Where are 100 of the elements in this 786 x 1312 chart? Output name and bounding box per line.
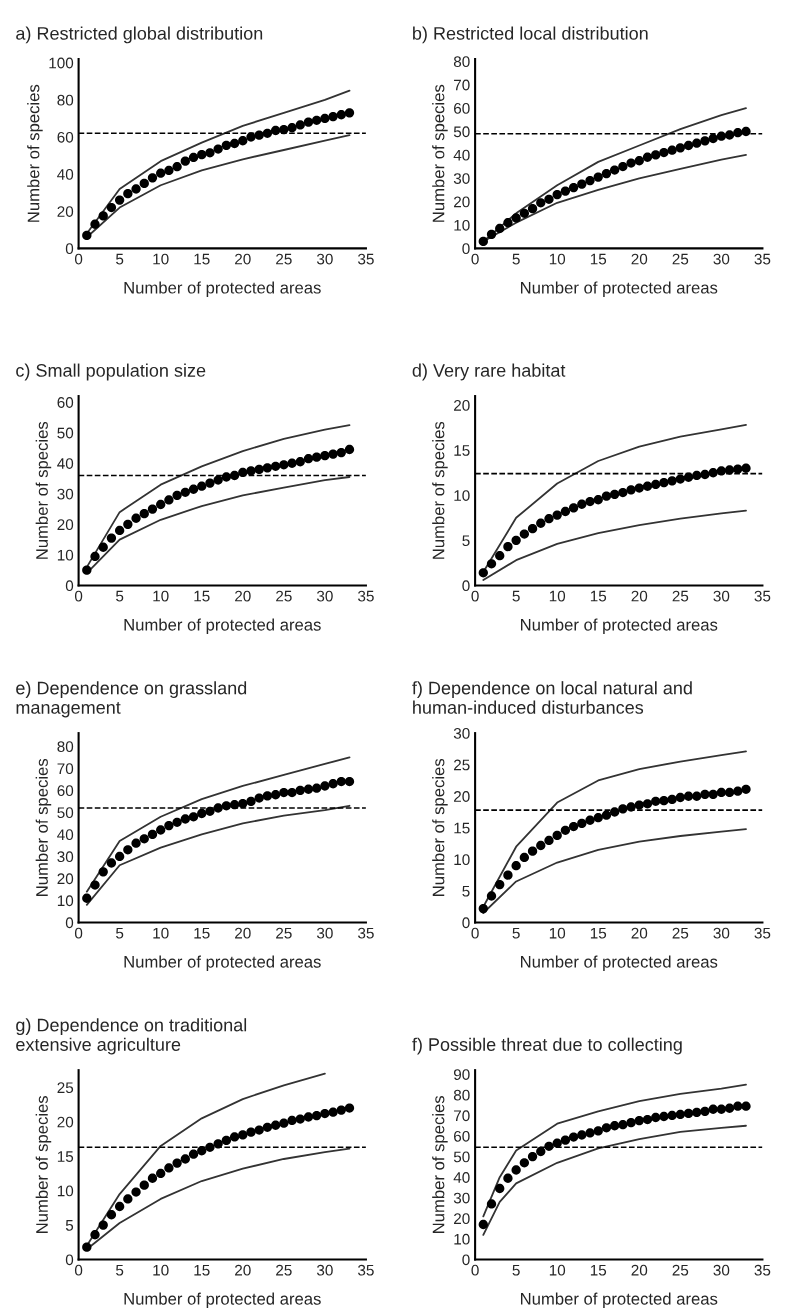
point: [262, 791, 273, 801]
point: [270, 461, 281, 471]
point: [511, 213, 521, 223]
point: [618, 161, 628, 172]
point: [724, 787, 735, 798]
y-tick-label: 30: [57, 851, 74, 863]
chart-title: f) Dependence on local natural and human-induced disturbances: [412, 681, 692, 714]
y-tick-label: 70: [454, 1110, 470, 1122]
x-tick-label: 10: [549, 253, 566, 265]
point: [478, 568, 488, 578]
y-tick-label: 10: [454, 854, 470, 866]
point: [262, 128, 273, 138]
point: [164, 1163, 174, 1173]
x-axis-title: Number of protected areas: [124, 955, 321, 971]
x-tick-label: 5: [116, 927, 124, 939]
y-tick-label: 40: [57, 829, 74, 841]
point: [642, 1114, 653, 1125]
y-tick-label: 30: [57, 488, 74, 500]
point: [544, 514, 554, 524]
y-tick-label: 20: [454, 1213, 470, 1225]
point: [197, 149, 207, 160]
point: [312, 783, 322, 793]
point: [601, 1123, 612, 1133]
point: [667, 476, 677, 486]
y-tick-label: 80: [453, 56, 470, 68]
point: [98, 211, 108, 221]
x-tick-label: 30: [713, 590, 730, 602]
point: [213, 803, 223, 813]
y-tick-label: 50: [453, 126, 470, 138]
point: [495, 879, 505, 890]
y-axis-title: Number of species: [432, 1095, 448, 1233]
point: [610, 489, 620, 500]
point: [634, 483, 644, 493]
point: [503, 870, 513, 880]
chart-title: f) Possible threat due to collecting: [412, 1037, 682, 1055]
point: [675, 792, 685, 803]
point: [90, 551, 100, 562]
x-tick-label: 15: [194, 1264, 210, 1276]
point: [519, 208, 530, 218]
y-tick-label: 20: [57, 206, 74, 217]
point: [642, 481, 653, 491]
y-tick-label: 40: [453, 149, 470, 161]
point: [213, 144, 223, 154]
chart-title: a) Restricted global distribution: [16, 26, 263, 44]
y-tick-label: 0: [65, 917, 74, 929]
point: [164, 495, 174, 505]
x-axis-title: Number of protected areas: [124, 281, 321, 297]
x-tick-label: 30: [316, 590, 333, 602]
point: [344, 1103, 355, 1113]
point: [692, 791, 702, 801]
point: [626, 485, 636, 495]
point: [336, 776, 346, 787]
point: [197, 1146, 207, 1156]
point: [733, 464, 743, 474]
x-tick-label: 15: [194, 927, 210, 939]
point: [114, 195, 125, 205]
y-tick-label: 10: [454, 219, 470, 231]
point: [486, 559, 497, 569]
point: [716, 131, 727, 141]
y-tick-label: 10: [57, 1185, 74, 1197]
point: [486, 1199, 497, 1209]
point: [328, 1107, 338, 1117]
point: [238, 467, 248, 478]
point: [716, 466, 727, 476]
point: [618, 1120, 628, 1130]
point: [675, 1109, 685, 1120]
point: [716, 787, 727, 798]
point: [552, 189, 562, 200]
point: [741, 1101, 751, 1111]
x-tick-label: 10: [549, 1264, 566, 1276]
point: [527, 203, 538, 214]
x-tick-label: 10: [549, 927, 566, 939]
point: [312, 115, 322, 125]
point: [683, 140, 694, 151]
point: [172, 162, 182, 172]
point: [667, 1110, 677, 1121]
x-tick-label: 15: [590, 927, 607, 939]
point: [320, 450, 330, 461]
y-tick-label: 60: [57, 397, 74, 408]
point: [741, 126, 751, 137]
point: [568, 182, 579, 193]
y-tick-label: 5: [462, 885, 470, 897]
point: [519, 529, 530, 539]
point: [213, 1139, 223, 1149]
point: [503, 218, 513, 228]
point: [577, 499, 587, 509]
x-axis-title: Number of protected areas: [521, 281, 718, 297]
x-tick-label: 20: [235, 927, 251, 939]
point: [618, 487, 628, 498]
point: [675, 143, 685, 153]
point: [254, 1125, 264, 1135]
point: [700, 789, 710, 800]
point: [511, 535, 521, 546]
x-tick-label: 0: [74, 1264, 83, 1276]
point: [593, 813, 603, 823]
y-tick-label: 10: [454, 1233, 470, 1245]
x-tick-label: 20: [235, 253, 251, 265]
point: [287, 1115, 297, 1126]
point: [312, 1110, 322, 1121]
x-tick-label: 15: [590, 253, 607, 265]
